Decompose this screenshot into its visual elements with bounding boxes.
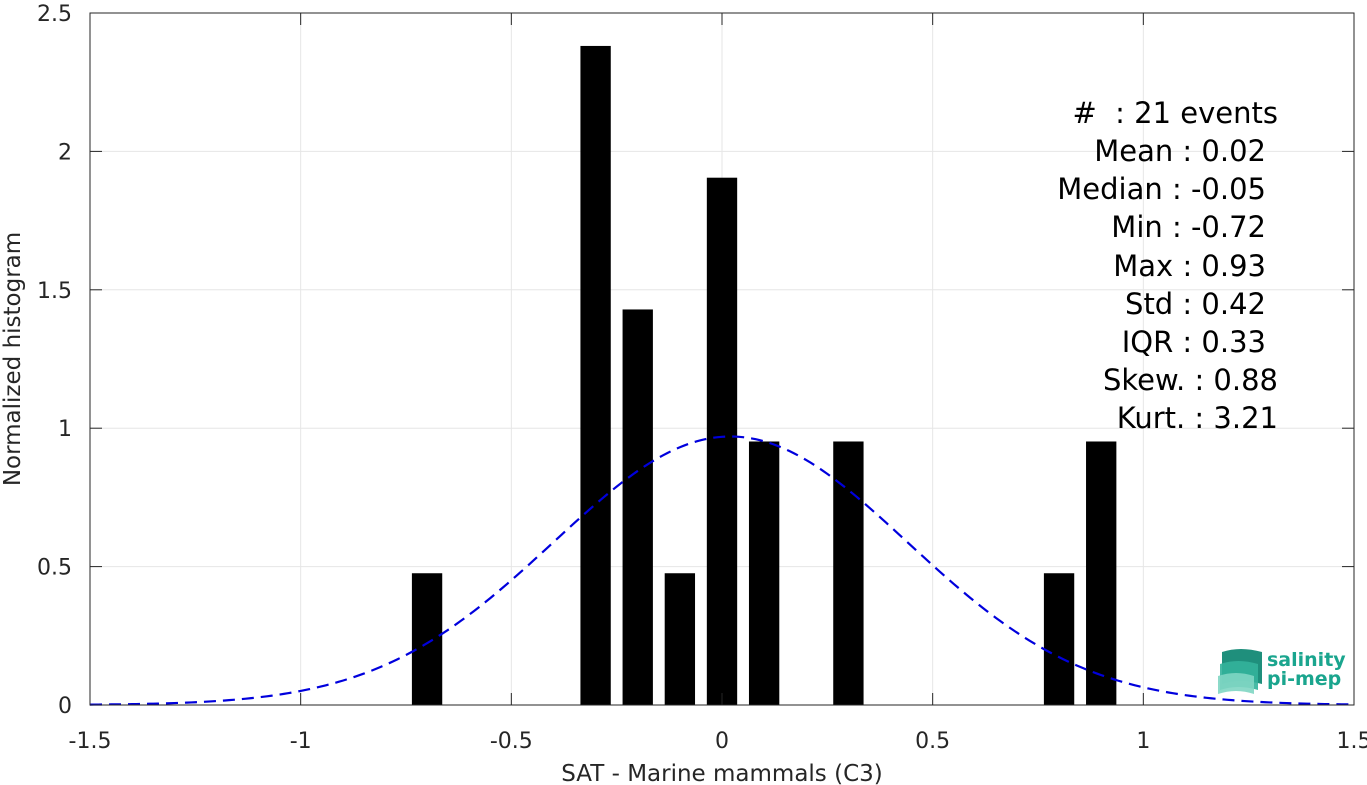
normal-fit-curve xyxy=(89,435,1355,706)
histogram-bar xyxy=(706,177,738,706)
histogram-bar xyxy=(622,309,653,705)
histogram-bar xyxy=(580,45,611,705)
x-tick-label: 0 xyxy=(715,729,729,754)
histogram-bar xyxy=(411,573,443,705)
y-tick-label: 2.5 xyxy=(37,2,72,27)
stat-skew: Skew. : 0.88 xyxy=(1103,363,1278,397)
histogram-bar xyxy=(1086,441,1117,705)
y-tick-labels: 0 0.5 1 1.5 2 2.5 xyxy=(37,2,72,719)
stat-mean: Mean : 0.02 xyxy=(1094,134,1266,168)
histogram-bar xyxy=(664,573,696,705)
salinity-pimep-logo: salinity pi-mep xyxy=(1218,649,1346,694)
x-tick-label: -1 xyxy=(290,729,312,754)
histogram-bar xyxy=(748,441,780,705)
stat-max: Max : 0.93 xyxy=(1113,249,1266,283)
x-tick-label: 1 xyxy=(1136,729,1150,754)
x-tick-label: -1.5 xyxy=(69,729,112,754)
y-tick-label: 1.5 xyxy=(37,279,72,304)
y-tick-label: 2 xyxy=(58,140,72,165)
axis-ticks xyxy=(89,12,1355,706)
y-tick-label: 1 xyxy=(58,417,72,442)
wave-logo-icon xyxy=(1218,649,1262,694)
stat-iqr: IQR : 0.33 xyxy=(1122,325,1266,359)
x-tick-label: -0.5 xyxy=(490,729,533,754)
stat-kurt: Kurt. : 3.21 xyxy=(1117,401,1278,435)
stat-median: Median : -0.05 xyxy=(1057,172,1266,206)
y-tick-label: 0 xyxy=(58,694,72,719)
histogram-bar xyxy=(1043,573,1075,705)
stat-min: Min : -0.72 xyxy=(1111,210,1266,244)
y-tick-label: 0.5 xyxy=(37,556,72,581)
bar-series xyxy=(411,45,1117,706)
x-tick-label: 1.5 xyxy=(1337,729,1367,754)
logo-line1: salinity xyxy=(1267,649,1346,671)
stat-count: # : 21 events xyxy=(1072,96,1278,130)
x-tick-label: 0.5 xyxy=(915,729,950,754)
x-tick-labels: -1.5 -1 -0.5 0 0.5 1 1.5 xyxy=(69,729,1367,754)
y-axis-label: Normalized histogram xyxy=(0,232,26,486)
x-axis-label: SAT - Marine mammals (C3) xyxy=(561,761,883,785)
histogram-bar xyxy=(833,441,864,705)
stats-box: # : 21 events Mean : 0.02 Median : -0.05… xyxy=(1057,96,1278,435)
stat-std: Std : 0.42 xyxy=(1125,287,1266,321)
logo-line2: pi-mep xyxy=(1267,668,1341,690)
